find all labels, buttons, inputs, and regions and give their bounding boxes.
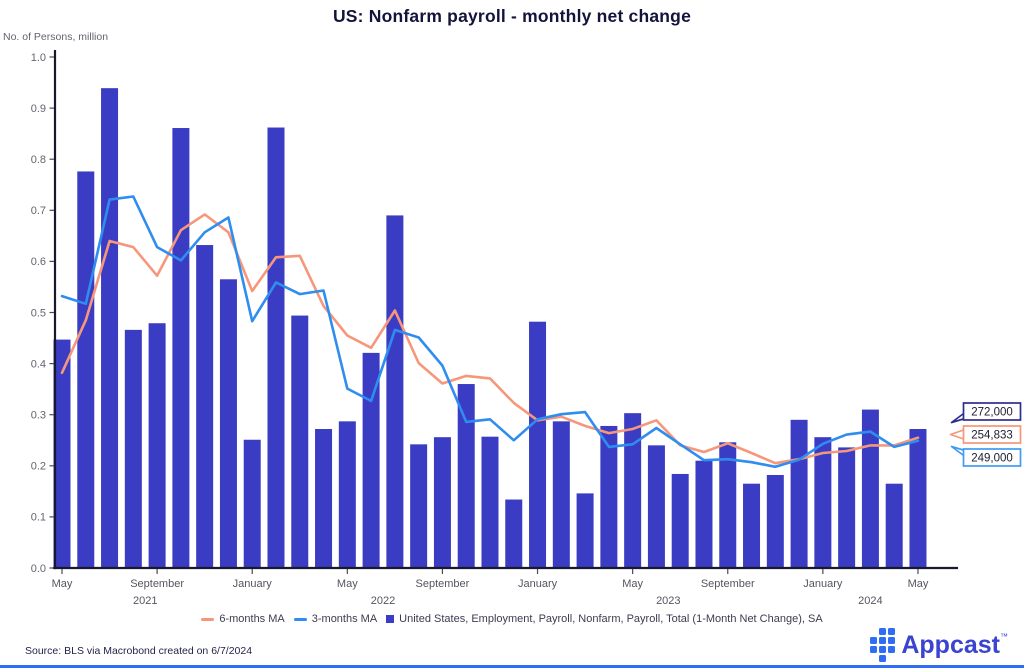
bar — [505, 499, 523, 568]
bar — [433, 437, 451, 568]
6mo-ma-swatch-icon — [201, 617, 215, 621]
y-tick-label: 0.4 — [31, 358, 46, 370]
bar — [909, 429, 927, 568]
y-tick-label: 0.9 — [31, 103, 46, 115]
legend-item-3mo-ma: 3-months MA — [293, 613, 378, 625]
y-tick-label: 0.7 — [31, 205, 46, 217]
y-tick-label: 0.1 — [31, 512, 46, 524]
bar — [671, 473, 689, 568]
trademark-symbol: ™ — [1000, 631, 1008, 641]
x-tick-label: January — [233, 578, 273, 590]
bar — [838, 447, 856, 568]
bar — [410, 444, 428, 568]
3mo-ma-swatch-icon — [293, 617, 307, 621]
bar — [600, 425, 618, 568]
bar — [172, 128, 190, 569]
bar — [861, 409, 879, 568]
callout-value: 272,000 — [971, 407, 1013, 419]
chart-title: US: Nonfarm payroll - monthly net change — [332, 6, 692, 26]
year-label: 2022 — [371, 595, 395, 607]
legend-label: 6-months MA — [219, 613, 285, 625]
bar — [457, 384, 475, 568]
y-tick-label: 0.5 — [31, 307, 46, 319]
bar — [576, 493, 594, 568]
legend-item-6mo-ma: 6-months MA — [201, 613, 285, 625]
bar — [362, 352, 380, 568]
year-label: 2024 — [858, 595, 882, 607]
legend-item-payroll-series: United States, Employment, Payroll, Nonf… — [386, 613, 823, 625]
x-tick-label: January — [518, 578, 558, 590]
x-tick-label: May — [908, 578, 929, 590]
bar — [196, 245, 214, 568]
y-tick-label: 1.0 — [31, 52, 46, 64]
year-label: 2021 — [133, 595, 157, 607]
bar — [243, 439, 261, 568]
year-label: 2023 — [656, 595, 680, 607]
x-tick-label: May — [622, 578, 643, 590]
bars — [53, 88, 927, 569]
x-tick-label: September — [701, 578, 755, 590]
appcast-wordmark: Appcast™ — [901, 630, 1008, 659]
value-callouts: 272,000 254,833 249,000 — [949, 402, 1022, 467]
bar — [219, 279, 237, 568]
y-axis-unit-label: No. of Persons, million — [3, 31, 109, 43]
y-tick-label: 0.2 — [31, 461, 46, 473]
bar — [315, 429, 333, 568]
bar — [552, 421, 570, 568]
ma3-line — [60, 195, 920, 469]
callout-box — [962, 425, 1022, 444]
y-tick-labels: 0.0 0.1 0.2 0.3 0.4 0.5 0.6 0.7 0.8 0.9 1.0 — [31, 52, 46, 575]
bar — [291, 315, 309, 568]
bar — [766, 474, 784, 568]
y-tick-label: 0.3 — [31, 410, 46, 422]
bar — [481, 436, 499, 568]
bar — [814, 437, 832, 568]
payroll-chart: 0.0 0.1 0.2 0.3 0.4 0.5 0.6 0.7 0.8 0.9 1.0 May Sept… — [31, 50, 1022, 607]
bar — [101, 88, 119, 569]
bar — [695, 460, 713, 568]
bar — [267, 127, 285, 568]
bar — [124, 329, 142, 568]
x-tick-label: January — [803, 578, 843, 590]
source-note: Source: BLS via Macrobond created on 6/7… — [25, 645, 253, 657]
bar — [743, 483, 761, 568]
x-tick-label: September — [416, 578, 470, 590]
x-tick-labels: May September January May September January Ma… — [52, 578, 929, 607]
axes — [49, 50, 958, 574]
callout-value: 254,833 — [971, 430, 1013, 442]
brand-rule — [0, 665, 1024, 668]
bar — [53, 339, 71, 568]
ma6-line — [60, 213, 920, 465]
bar — [790, 419, 808, 568]
legend-label: United States, Employment, Payroll, Nonf… — [399, 613, 823, 625]
bar — [647, 445, 665, 568]
bar — [885, 483, 903, 568]
callout-box — [962, 402, 1022, 421]
y-tick-label: 0.0 — [31, 563, 46, 575]
bar — [148, 323, 166, 568]
appcast-brand: Appcast™ — [870, 628, 1008, 662]
legend-label: 3-months MA — [311, 613, 378, 625]
bar — [624, 413, 642, 568]
payroll-series-swatch-icon — [386, 615, 395, 623]
bar — [719, 442, 737, 568]
bar — [386, 215, 404, 568]
y-tick-label: 0.6 — [31, 256, 46, 268]
bar — [338, 421, 356, 568]
x-tick-label: September — [130, 578, 184, 590]
bar — [77, 171, 95, 569]
appcast-logo-icon — [870, 628, 896, 662]
x-tick-label: May — [52, 578, 73, 590]
callout-value: 249,000 — [971, 453, 1013, 465]
callout-box — [962, 448, 1022, 467]
chart-legend: 6-months MA 3-months MA United States, E… — [0, 613, 1024, 625]
y-tick-label: 0.8 — [31, 154, 46, 166]
bar — [529, 321, 547, 568]
x-tick-label: May — [337, 578, 358, 590]
